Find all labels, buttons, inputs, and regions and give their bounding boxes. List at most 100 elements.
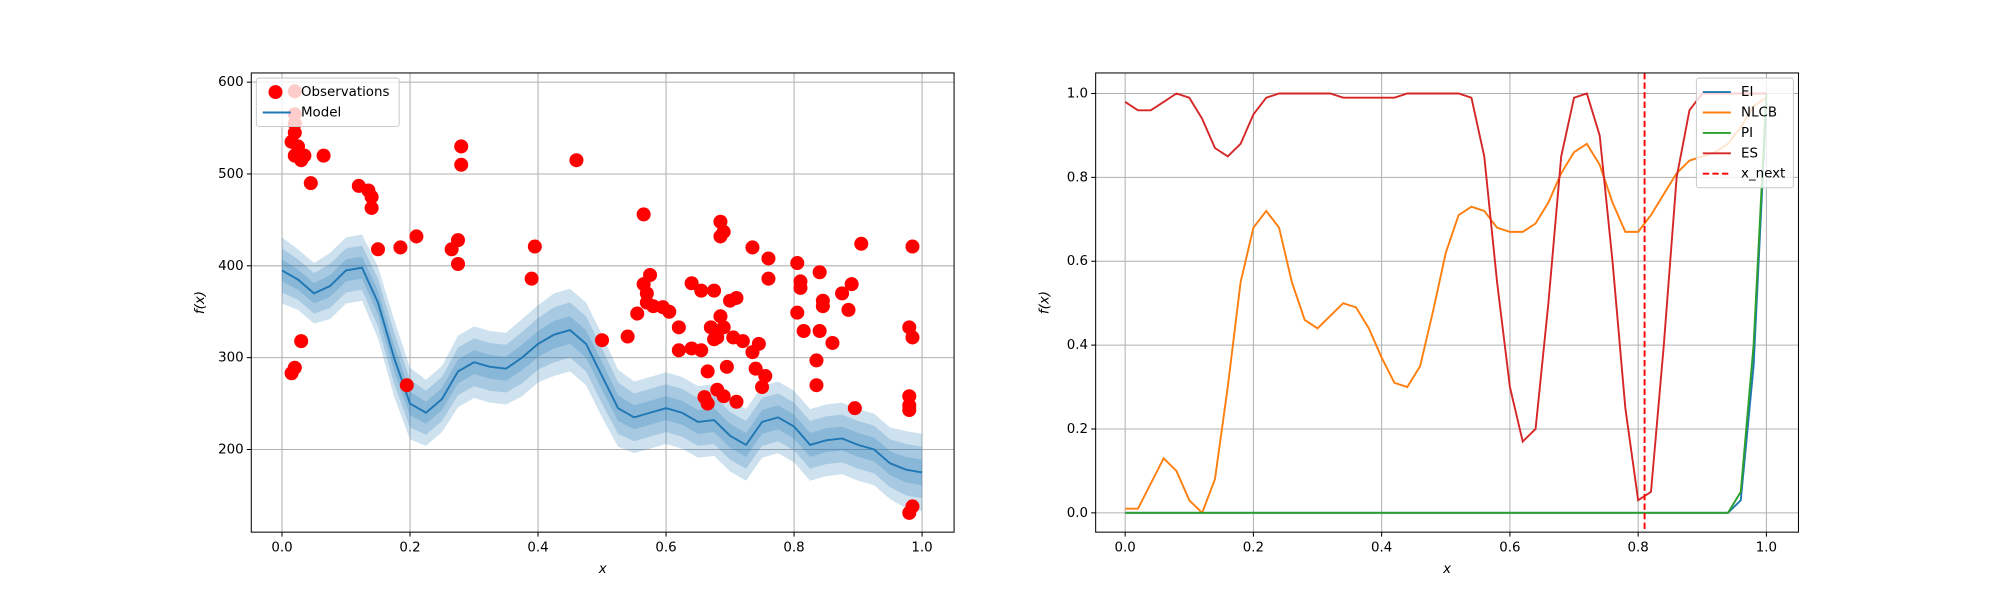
observation-point [745, 240, 760, 255]
observation-point [809, 353, 824, 368]
model-line [281, 266, 923, 474]
confidence-band [281, 234, 923, 512]
legend: Observations Model [255, 77, 400, 128]
observation-point [409, 229, 424, 244]
x-tick-label: 0.4 [527, 540, 548, 555]
observation-point [630, 306, 645, 321]
legend-label: Model [301, 105, 341, 120]
observation-point [812, 324, 827, 339]
legend: EI NLCB PI ES x_next [1695, 77, 1794, 189]
y-tick-label: 600 [218, 75, 244, 90]
observation-point [700, 396, 715, 411]
x-tick-label: 0.4 [1371, 540, 1392, 555]
observation-point [796, 324, 811, 339]
observation-point [694, 283, 709, 298]
observation-point [758, 369, 773, 384]
observation-point [297, 148, 312, 163]
observation-point [854, 236, 869, 251]
observation-point [755, 380, 770, 395]
observation-point [662, 304, 677, 319]
x-axis-label: x [1442, 562, 1452, 577]
observation-point [451, 256, 466, 271]
plot-area [1095, 72, 1799, 533]
confidence-band [281, 245, 923, 499]
legend-box [1695, 77, 1794, 189]
observation-point [393, 240, 408, 255]
observation-point [671, 343, 686, 358]
observation-point [370, 242, 386, 257]
observation-point [905, 499, 920, 514]
observation-point [710, 330, 725, 345]
series-line [1124, 92, 1767, 502]
x-tick-label: 1.0 [1756, 540, 1777, 555]
x-tick-label: 0.6 [1499, 540, 1520, 555]
series-line [1125, 93, 1768, 514]
observation-point [700, 364, 715, 379]
x-tick-label: 0.0 [1115, 540, 1136, 555]
observation-point [735, 334, 750, 349]
y-tick-label: 200 [218, 442, 244, 457]
observation-point [364, 200, 379, 215]
observation-point [815, 299, 830, 314]
observation-point [793, 280, 808, 295]
observation-point [809, 378, 824, 393]
legend-box [255, 77, 400, 128]
observation-point [825, 335, 840, 350]
x-tick-label: 0.6 [655, 540, 676, 555]
axes-frame [250, 72, 955, 533]
y-tick-label: 400 [218, 259, 244, 274]
x-tick-label: 0.0 [271, 540, 292, 555]
legend-label: x_next [1741, 167, 1785, 182]
x-axis-label: x [598, 562, 608, 577]
legend-label: PI [1741, 126, 1753, 141]
y-tick-label: 0.8 [1067, 170, 1088, 185]
observation-point [790, 305, 805, 320]
observation-point [671, 320, 686, 335]
x-tick-label: 0.8 [1628, 540, 1649, 555]
observation-point [684, 276, 699, 291]
observation-point [707, 283, 722, 298]
observation-point [524, 271, 539, 286]
observation-point [790, 256, 805, 271]
observation-point [451, 233, 466, 248]
y-tick-label: 300 [218, 351, 244, 366]
observation-point [620, 329, 635, 344]
legend-label: ES [1741, 146, 1758, 161]
observation-point [527, 239, 542, 254]
x-tick-label: 1.0 [911, 540, 932, 555]
observation-point [719, 359, 734, 374]
observation-point [569, 153, 584, 168]
observation-point [703, 320, 718, 335]
observation-point [835, 286, 850, 301]
confidence-band [281, 256, 923, 486]
observation-point [841, 302, 856, 317]
legend-label: Observations [301, 85, 389, 100]
axes-frame [1095, 72, 1799, 533]
y-tick-label: 0.2 [1067, 422, 1088, 437]
observation-point [595, 333, 610, 348]
observation-point [303, 176, 318, 191]
observation-point [316, 148, 331, 163]
observation-point [761, 271, 776, 286]
observation-point [748, 361, 763, 376]
observation-point [751, 336, 766, 351]
observation-point [713, 309, 728, 324]
observation-point [729, 290, 744, 305]
observation-point [905, 239, 920, 254]
observation-point [716, 320, 731, 335]
legend-marker [268, 85, 283, 100]
y-tick-label: 1.0 [1067, 87, 1088, 102]
y-tick-label: 0.4 [1067, 338, 1088, 353]
x-tick-label: 0.2 [1243, 540, 1264, 555]
observation-point [636, 207, 651, 222]
observation-point [364, 189, 379, 204]
observation-point [287, 360, 302, 375]
legend-label: EI [1741, 85, 1753, 100]
x-tick-label: 0.2 [399, 540, 420, 555]
plot-area [251, 72, 955, 533]
observation-point [716, 224, 731, 239]
x-tick-label: 0.8 [783, 540, 804, 555]
observation-point [399, 378, 414, 393]
series-line [1125, 96, 1767, 515]
